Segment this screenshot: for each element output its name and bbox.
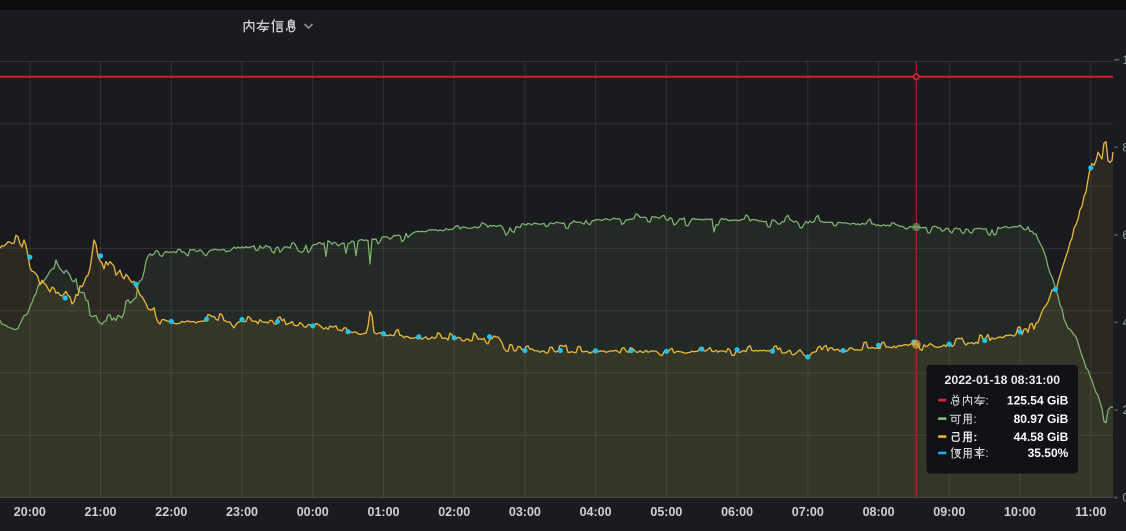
svg-text:06:00: 06:00 [721,505,753,519]
svg-text:80.97 GiB: 80.97 GiB [1014,412,1069,426]
svg-text:23:00: 23:00 [226,505,258,519]
svg-text:11:00: 11:00 [1075,505,1106,519]
svg-text::: : [973,430,977,444]
svg-text:02:00: 02:00 [438,505,470,519]
svg-text:01:00: 01:00 [368,505,400,519]
svg-text:35.50%: 35.50% [1028,446,1069,460]
svg-text:00:00: 00:00 [297,505,329,519]
svg-text:2022-01-18 08:31:00: 2022-01-18 08:31:00 [945,373,1061,387]
svg-text:60%: 60% [1123,230,1126,242]
svg-text:20%: 20% [1123,405,1126,417]
svg-text:100%: 100% [1123,55,1126,67]
svg-text:20:00: 20:00 [14,505,46,519]
svg-text:125.54 GiB: 125.54 GiB [1007,393,1069,407]
svg-text:40%: 40% [1123,317,1126,329]
svg-text:22:00: 22:00 [155,505,187,519]
svg-text:44.58 GiB: 44.58 GiB [1014,430,1069,444]
svg-text:07:00: 07:00 [792,505,824,519]
svg-text::: : [973,412,976,426]
svg-text:05:00: 05:00 [650,505,682,519]
svg-text:09:00: 09:00 [933,505,965,519]
svg-text:21:00: 21:00 [85,505,117,519]
svg-text:04:00: 04:00 [580,505,612,519]
svg-text::: : [985,393,988,407]
svg-text:80%: 80% [1123,142,1126,154]
svg-text:0%: 0% [1123,493,1126,505]
svg-text:03:00: 03:00 [509,505,541,519]
svg-text::: : [985,446,988,460]
svg-text:08:00: 08:00 [863,505,895,519]
svg-text:10:00: 10:00 [1004,505,1036,519]
